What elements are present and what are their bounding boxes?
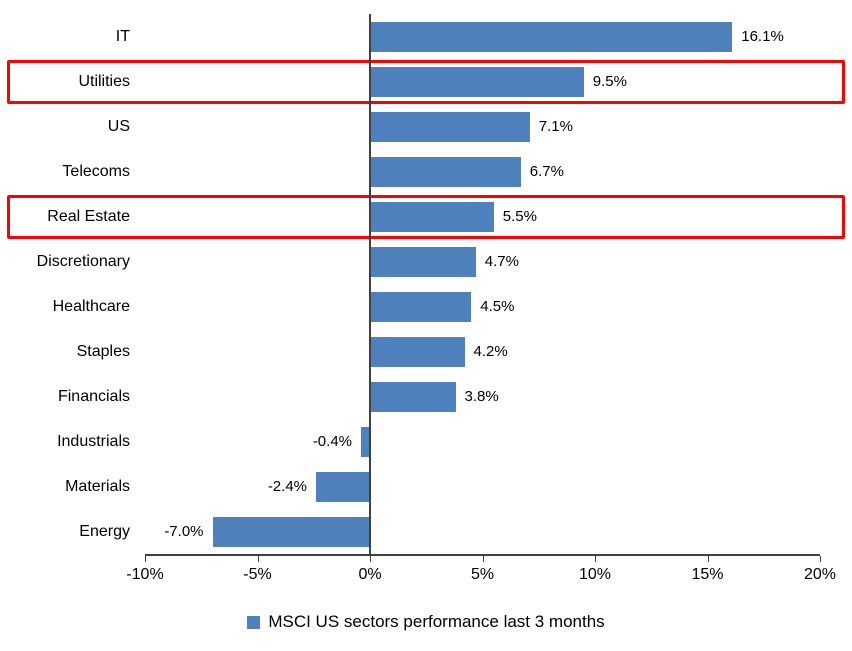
- value-label: 4.5%: [480, 297, 515, 315]
- category-label: US: [107, 117, 130, 135]
- value-label: 4.2%: [473, 342, 508, 360]
- bar: [370, 336, 465, 367]
- x-axis-tick-label: -5%: [243, 566, 272, 583]
- legend-marker-icon: [247, 615, 261, 629]
- x-axis-tick: [707, 556, 709, 562]
- x-axis-tick: [820, 556, 821, 562]
- value-label: -0.4%: [312, 432, 352, 450]
- value-label: 4.7%: [484, 252, 519, 270]
- x-axis-tick: [257, 556, 259, 562]
- chart-legend: MSCI US sectors performance last 3 month…: [0, 612, 852, 632]
- value-label: 9.5%: [592, 72, 627, 90]
- x-axis-tick-label: 5%: [470, 566, 495, 583]
- x-axis-tick-label: 10%: [578, 566, 612, 583]
- bar: [370, 156, 521, 187]
- bar: [370, 246, 476, 277]
- category-label: Real Estate: [47, 207, 130, 225]
- category-label: Staples: [76, 342, 130, 360]
- zero-axis-line: [369, 14, 371, 554]
- category-label: Materials: [65, 477, 130, 495]
- value-label: -2.4%: [267, 477, 307, 495]
- x-axis-tick: [595, 556, 596, 562]
- bar: [212, 516, 370, 547]
- bar: [361, 426, 370, 457]
- bar: [316, 471, 370, 502]
- value-label: 16.1%: [741, 27, 784, 45]
- x-axis-line: [145, 554, 820, 556]
- bar: [370, 111, 530, 142]
- category-label: Industrials: [57, 432, 130, 450]
- highlight-box: [7, 194, 845, 239]
- value-label: -7.0%: [164, 522, 204, 540]
- value-label: 5.5%: [502, 207, 537, 225]
- x-axis-tick: [482, 556, 484, 562]
- value-label: 7.1%: [538, 117, 573, 135]
- category-label: Discretionary: [36, 252, 130, 270]
- x-axis-tick-label: 0%: [358, 566, 382, 583]
- x-axis-tick: [145, 556, 146, 562]
- bar: [370, 381, 456, 412]
- x-axis-tick: [370, 556, 371, 562]
- bar: [370, 21, 733, 52]
- category-label: Financials: [57, 387, 130, 405]
- legend-label: MSCI US sectors performance last 3 month…: [268, 612, 605, 631]
- x-axis-tick-label: 15%: [691, 566, 724, 583]
- bar: [370, 291, 472, 322]
- bar: [370, 66, 584, 97]
- category-label: Utilities: [78, 72, 130, 90]
- highlight-box: [7, 59, 845, 104]
- category-label: IT: [115, 27, 130, 45]
- bar: [370, 201, 494, 232]
- category-label: Healthcare: [52, 297, 130, 315]
- value-label: 6.7%: [529, 162, 564, 180]
- category-label: Telecoms: [62, 162, 130, 180]
- x-axis-tick-label: 20%: [803, 566, 837, 583]
- x-axis-tick-label: -10%: [126, 566, 164, 583]
- category-label: Energy: [79, 522, 130, 540]
- value-label: 3.8%: [464, 387, 499, 405]
